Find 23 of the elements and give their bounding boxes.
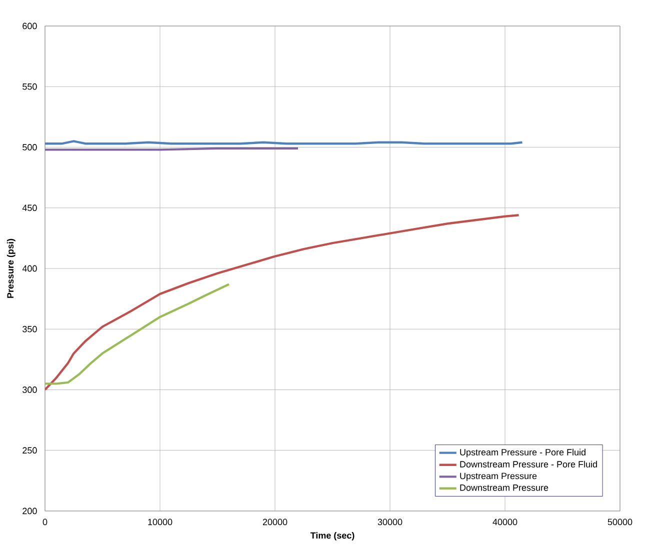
line-series — [45, 214, 520, 391]
y-axis-title: Pressure (psi) — [6, 238, 16, 298]
x-tick-label: 40000 — [492, 518, 518, 526]
x-tick-label: 30000 — [378, 518, 402, 526]
x-tick-label: 20000 — [262, 518, 288, 526]
x-tick-label: 0 — [42, 518, 48, 526]
legend-label: Downstream Pressure — [460, 484, 548, 491]
legend-label: Downstream Pressure - Pore Fluid — [460, 460, 597, 468]
y-tick-label: 600 — [22, 22, 37, 30]
line-series — [45, 283, 230, 385]
y-tick-label: 350 — [22, 326, 37, 332]
y-tick-label: 500 — [22, 144, 37, 150]
x-tick-label: 10000 — [148, 518, 172, 526]
y-tick-label: 200 — [22, 508, 37, 514]
y-tick-label: 300 — [22, 386, 37, 393]
y-tick-label: 400 — [22, 265, 37, 272]
legend-label: Upstream Pressure - Pore Fluid — [460, 448, 586, 458]
legend-label: Upstream Pressure — [460, 472, 537, 481]
x-axis-title: Time (sec) — [310, 532, 354, 540]
y-tick-label: 250 — [22, 447, 37, 454]
y-tick-label: 550 — [22, 83, 37, 90]
x-tick-label: 50000 — [608, 518, 632, 526]
y-tick-label: 450 — [22, 204, 37, 212]
